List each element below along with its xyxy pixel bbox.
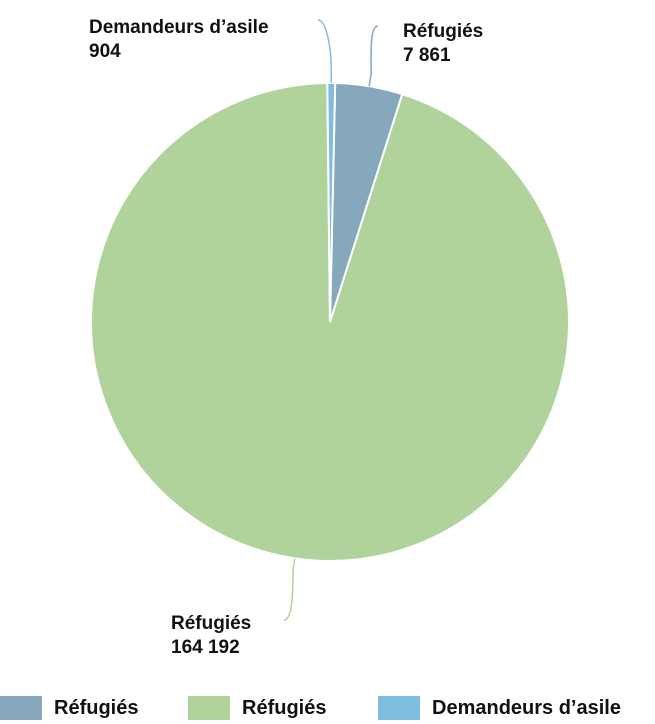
legend-swatch: [0, 696, 42, 720]
chart-legend: Réfugiés Réfugiés Demandeurs d’asile: [0, 694, 655, 724]
slice-label-refugies-large: Réfugiés 164 192: [171, 612, 251, 660]
slice-label-name: Réfugiés: [171, 613, 252, 634]
slice-label-refugies-small: Réfugiés 7 861: [403, 20, 483, 68]
legend-label: Réfugiés: [242, 696, 327, 719]
slice-label-name: Réfugiés: [403, 21, 484, 42]
legend-item-demandeurs: Demandeurs d’asile: [378, 694, 621, 722]
legend-label: Demandeurs d’asile: [432, 696, 621, 719]
slice-label-name: Demandeurs d’asile: [89, 17, 269, 38]
slice-label-value: 164 192: [171, 637, 240, 658]
legend-item-refugies-small: Réfugiés: [0, 694, 138, 722]
slice-label-value: 904: [89, 41, 121, 62]
leader-line: [317, 19, 333, 84]
legend-item-refugies-large: Réfugiés: [188, 694, 326, 722]
leader-line: [283, 558, 296, 621]
legend-label: Réfugiés: [54, 696, 139, 719]
slice-label-demandeurs: Demandeurs d’asile 904: [89, 16, 269, 64]
legend-swatch: [378, 696, 420, 720]
legend-swatch: [188, 696, 230, 720]
slice-label-value: 7 861: [403, 45, 451, 66]
leader-line: [368, 25, 379, 87]
slice-demandeurs: [326, 81, 337, 323]
